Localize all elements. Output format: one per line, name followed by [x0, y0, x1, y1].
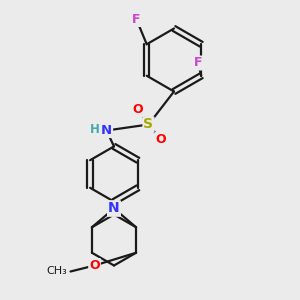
Text: O: O — [155, 133, 166, 146]
Text: N: N — [108, 202, 120, 215]
Text: S: S — [143, 118, 154, 131]
Text: O: O — [89, 259, 100, 272]
Text: CH₃: CH₃ — [47, 266, 68, 277]
Text: H: H — [90, 122, 100, 136]
Text: N: N — [101, 124, 112, 137]
Text: F: F — [194, 56, 202, 70]
Text: F: F — [132, 13, 141, 26]
Text: N: N — [108, 202, 120, 215]
Text: O: O — [133, 103, 143, 116]
